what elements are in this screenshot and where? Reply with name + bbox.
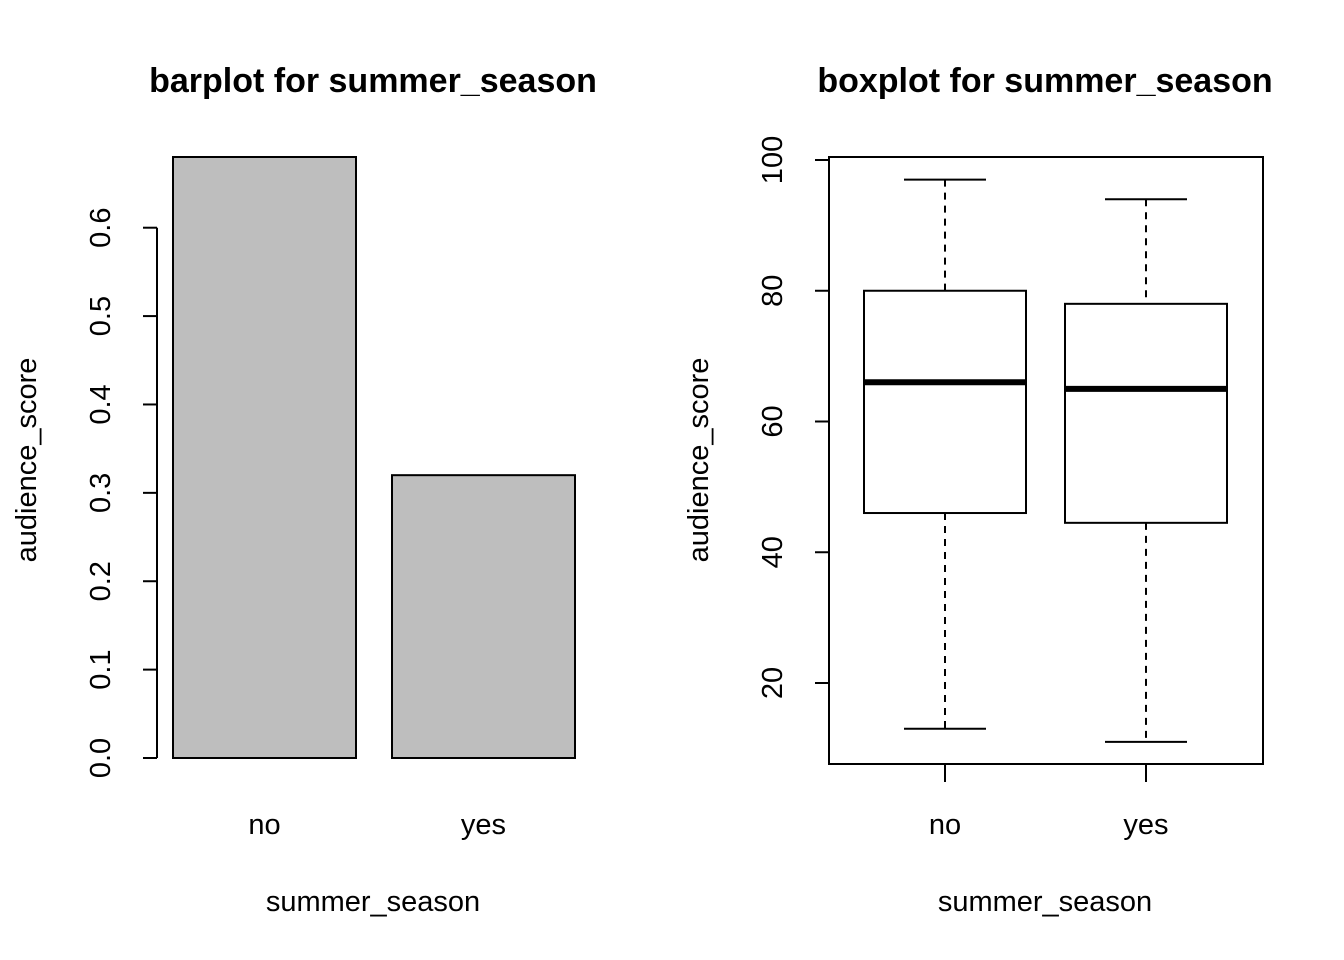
box-yes xyxy=(1064,302,1228,524)
barplot-ylabel: audience_score xyxy=(11,358,43,563)
boxplot-boxes xyxy=(863,178,1228,743)
boxplot-x-tick-label: no xyxy=(929,809,961,841)
boxplot-xlabel: summer_season xyxy=(938,886,1152,918)
boxplot-ylabel: audience_score xyxy=(683,358,715,563)
barplot-x-tick-label: yes xyxy=(461,809,506,841)
boxplot-y-tick-label: 20 xyxy=(757,667,789,699)
boxplot-y-axis: 20 40 60 80 100 xyxy=(757,136,830,699)
barplot-panel: barplot for summer_season summer_season … xyxy=(11,62,597,918)
boxplot-y-tick-label: 100 xyxy=(757,136,789,184)
barplot-y-tick-label: 0.3 xyxy=(85,473,117,513)
barplot-y-tick-label: 0.0 xyxy=(85,738,117,778)
barplot-y-tick-label: 0.5 xyxy=(85,296,117,336)
barplot-x-tick-labels: no yes xyxy=(248,809,506,841)
bar-no xyxy=(172,156,357,759)
barplot-y-tick-label: 0.2 xyxy=(85,561,117,601)
bar-yes xyxy=(391,474,576,759)
barplot-bars xyxy=(172,156,576,759)
barplot-y-axis: 0.0 0.1 0.2 0.3 0.4 0.5 0.6 xyxy=(85,208,158,778)
barplot-title: barplot for summer_season xyxy=(149,62,597,100)
boxplot-x-tick-label: yes xyxy=(1123,809,1168,841)
boxplot-x-axis: no yes xyxy=(929,764,1169,841)
boxplot-panel: boxplot for summer_season summer_season … xyxy=(683,62,1273,918)
boxplot-title: boxplot for summer_season xyxy=(817,62,1272,100)
boxplot-y-tick-label: 80 xyxy=(757,275,789,307)
box-no xyxy=(863,289,1027,515)
barplot-xlabel: summer_season xyxy=(266,886,480,918)
barplot-y-tick-label: 0.1 xyxy=(85,649,117,689)
boxplot-y-tick-label: 40 xyxy=(757,536,789,568)
boxplot-y-tick-label: 60 xyxy=(757,405,789,437)
barplot-x-tick-label: no xyxy=(248,809,280,841)
barplot-y-tick-label: 0.4 xyxy=(85,384,117,424)
barplot-y-tick-label: 0.6 xyxy=(85,208,117,248)
